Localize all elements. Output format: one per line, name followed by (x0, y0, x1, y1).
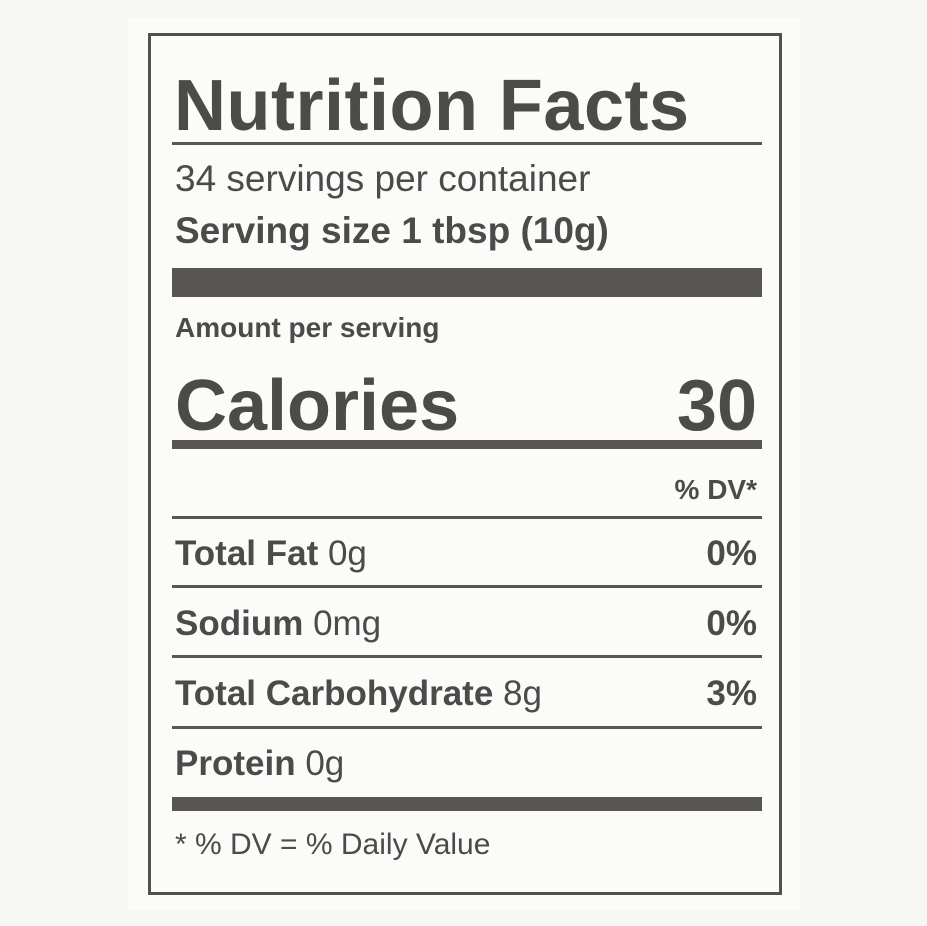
nutrient-amount: 8g (503, 674, 542, 713)
amount-per-serving: Amount per serving (175, 312, 440, 343)
thick-divider (172, 268, 762, 297)
nutrient-name: Total Carbohydrate (175, 674, 494, 713)
medium-divider (172, 440, 762, 449)
calories-value: 30 (676, 366, 757, 446)
nutrient-dv: 3% (706, 674, 757, 713)
divider (172, 726, 762, 729)
footnote: * % DV = % Daily Value (175, 828, 491, 861)
nutrient-name: Total Fat (175, 534, 319, 573)
nutrient-row-total-carbohydrate: Total Carbohydrate 8g (175, 676, 542, 711)
nutrient-amount: 0g (327, 534, 367, 573)
nutrient-name: Protein (175, 744, 296, 783)
divider (172, 585, 762, 588)
nutrient-amount: 0g (305, 744, 345, 783)
dv-header: % DV* (674, 474, 757, 505)
nutrient-dv: 0% (706, 604, 757, 643)
label-paper (128, 18, 800, 910)
thick-divider (172, 797, 762, 811)
nutrient-dv: 0% (706, 534, 757, 573)
divider (172, 142, 762, 145)
servings-per-container: 34 servings per container (175, 158, 591, 199)
nutrient-amount: 0mg (313, 604, 382, 643)
label-title: Nutrition Facts (174, 66, 690, 146)
nutrient-row-sodium: Sodium 0mg (175, 606, 381, 641)
nutrient-row-total-fat: Total Fat 0g (175, 536, 367, 571)
divider (172, 655, 762, 658)
calories-label: Calories (175, 366, 460, 446)
serving-size: Serving size 1 tbsp (10g) (175, 210, 609, 251)
nutrient-name: Sodium (175, 604, 304, 643)
nutrient-row-protein: Protein 0g (175, 746, 344, 781)
divider (172, 516, 762, 519)
nutrition-label-border (148, 33, 782, 895)
